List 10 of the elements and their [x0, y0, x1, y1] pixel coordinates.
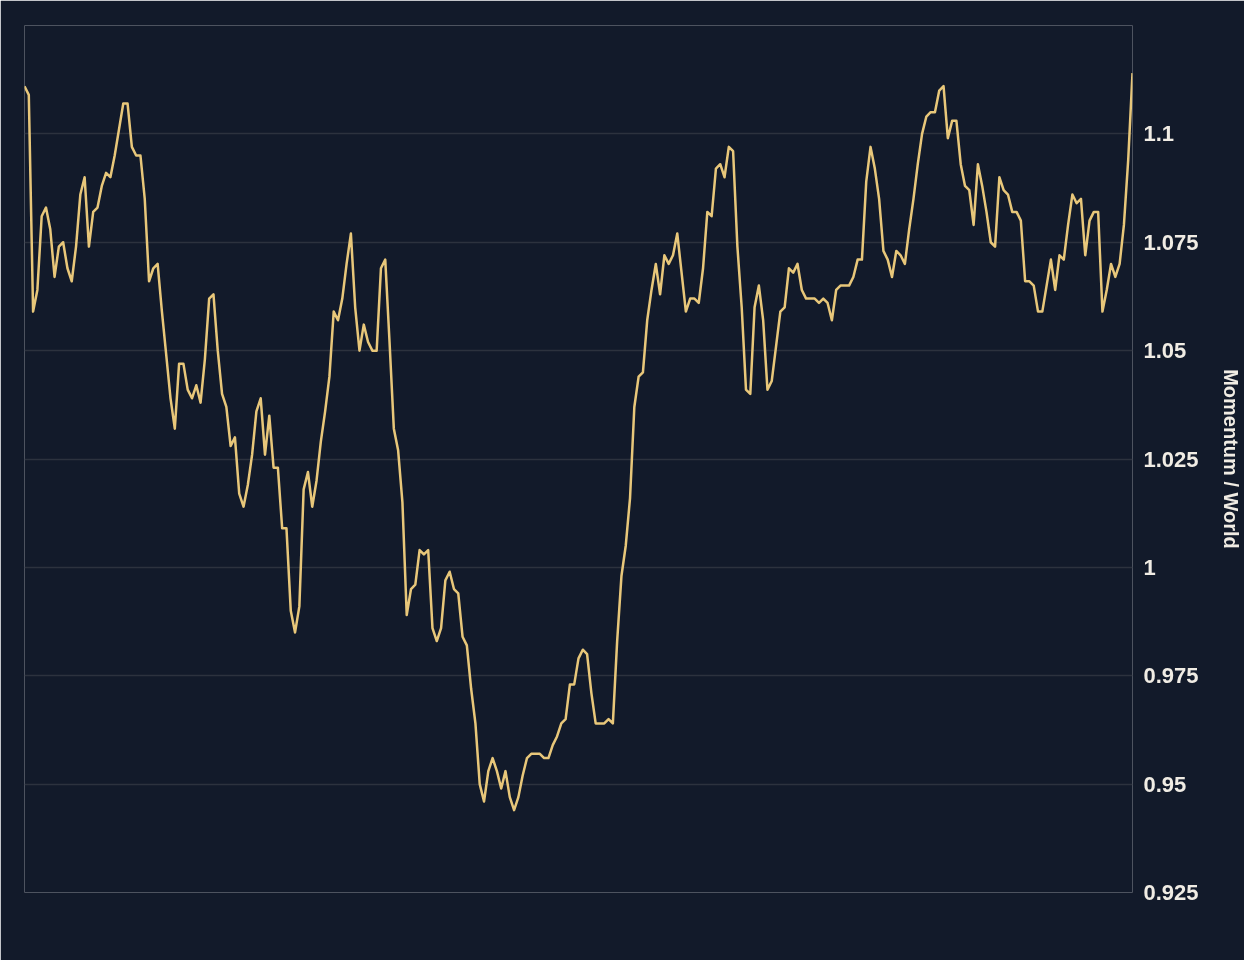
y-tick-label: 0.95	[1143, 771, 1187, 797]
y-tick-label: 1.075	[1143, 229, 1199, 255]
y-tick-label: 1.1	[1143, 121, 1175, 147]
y-tick-label: 1.05	[1143, 338, 1187, 364]
y-tick-label: 1	[1143, 554, 1156, 580]
y-tick-label: 0.975	[1143, 663, 1199, 689]
y-tick-label: 0.925	[1143, 880, 1199, 905]
line-series	[24, 71, 1133, 812]
y-axis-title: Momentum / World	[1219, 369, 1242, 549]
y-tick-label: 1.025	[1143, 446, 1199, 472]
